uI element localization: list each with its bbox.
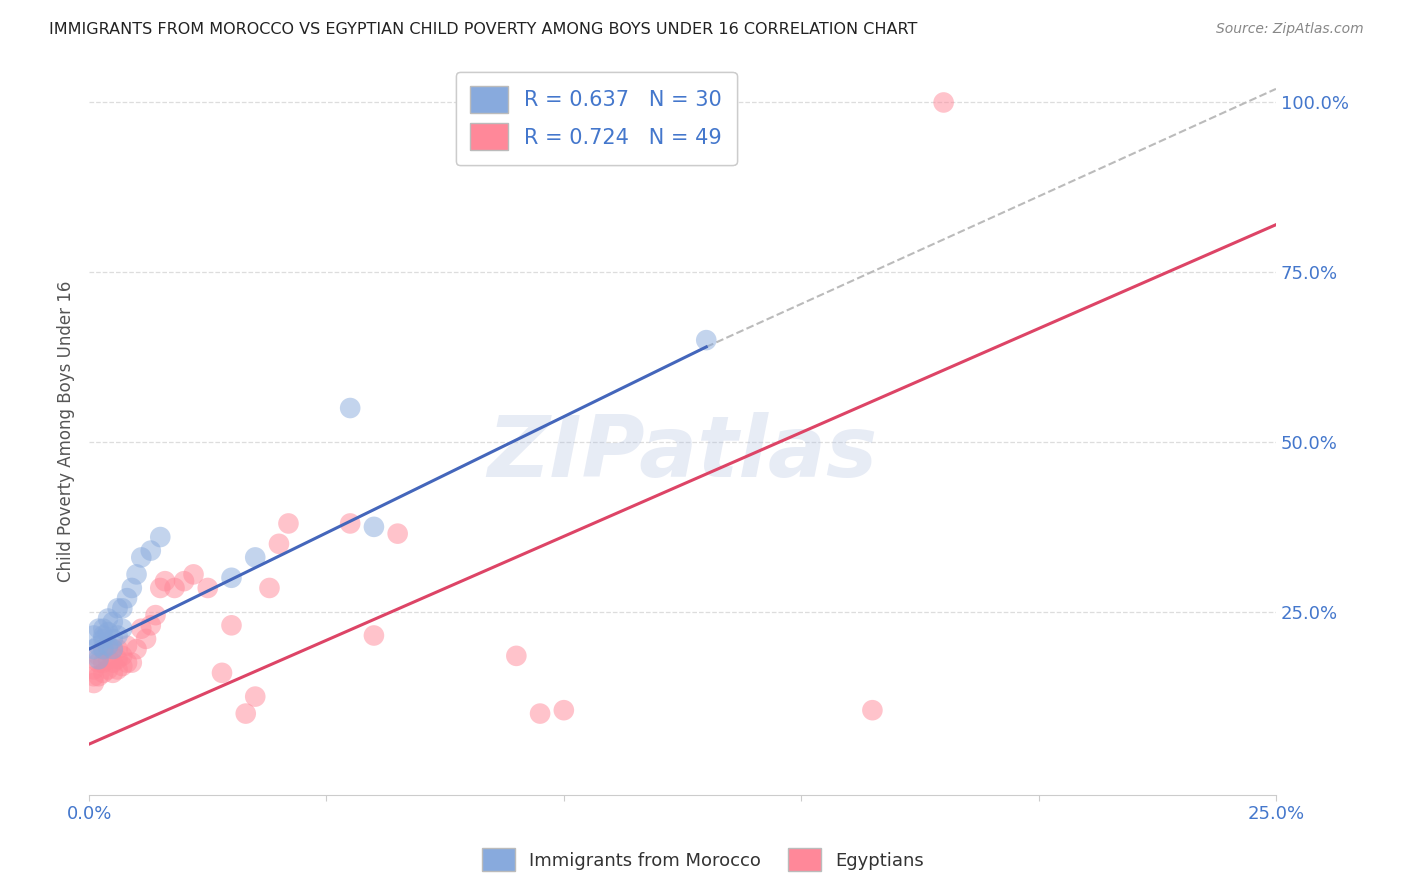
Point — [339, 516, 361, 531]
Point — [163, 581, 186, 595]
Point — [529, 706, 551, 721]
Point — [211, 665, 233, 680]
Point — [83, 642, 105, 657]
Point — [101, 642, 124, 657]
Point — [149, 581, 172, 595]
Point — [101, 615, 124, 629]
Point — [932, 95, 955, 110]
Point — [107, 663, 129, 677]
Text: Source: ZipAtlas.com: Source: ZipAtlas.com — [1216, 22, 1364, 37]
Legend: R = 0.637   N = 30, R = 0.724   N = 49: R = 0.637 N = 30, R = 0.724 N = 49 — [456, 71, 737, 165]
Point — [97, 652, 120, 666]
Point — [97, 642, 120, 657]
Point — [87, 669, 110, 683]
Point — [101, 642, 124, 657]
Point — [107, 652, 129, 666]
Point — [860, 703, 883, 717]
Point — [107, 601, 129, 615]
Point — [97, 611, 120, 625]
Point — [115, 591, 138, 606]
Point — [363, 520, 385, 534]
Point — [115, 639, 138, 653]
Point — [235, 706, 257, 721]
Point — [139, 543, 162, 558]
Point — [505, 648, 527, 663]
Point — [135, 632, 157, 646]
Point — [111, 659, 134, 673]
Point — [153, 574, 176, 589]
Point — [221, 618, 243, 632]
Point — [129, 550, 152, 565]
Point — [101, 632, 124, 646]
Point — [91, 642, 114, 657]
Point — [91, 622, 114, 636]
Point — [87, 656, 110, 670]
Point — [91, 632, 114, 646]
Point — [83, 676, 105, 690]
Point — [259, 581, 281, 595]
Point — [97, 663, 120, 677]
Text: ZIPatlas: ZIPatlas — [488, 412, 877, 495]
Point — [129, 622, 152, 636]
Point — [139, 618, 162, 632]
Y-axis label: Child Poverty Among Boys Under 16: Child Poverty Among Boys Under 16 — [58, 281, 75, 582]
Point — [695, 333, 717, 347]
Point — [221, 571, 243, 585]
Point — [87, 622, 110, 636]
Point — [125, 567, 148, 582]
Point — [553, 703, 575, 717]
Point — [115, 656, 138, 670]
Point — [121, 656, 143, 670]
Point — [101, 656, 124, 670]
Point — [145, 608, 167, 623]
Point — [97, 639, 120, 653]
Point — [83, 663, 105, 677]
Text: IMMIGRANTS FROM MOROCCO VS EGYPTIAN CHILD POVERTY AMONG BOYS UNDER 16 CORRELATIO: IMMIGRANTS FROM MOROCCO VS EGYPTIAN CHIL… — [49, 22, 918, 37]
Point — [83, 628, 105, 642]
Point — [107, 642, 129, 657]
Point — [107, 628, 129, 642]
Point — [183, 567, 205, 582]
Point — [245, 690, 267, 704]
Point — [111, 622, 134, 636]
Legend: Immigrants from Morocco, Egyptians: Immigrants from Morocco, Egyptians — [475, 841, 931, 879]
Point — [339, 401, 361, 415]
Point — [91, 642, 114, 657]
Point — [173, 574, 195, 589]
Point — [83, 669, 105, 683]
Point — [267, 537, 290, 551]
Point — [101, 665, 124, 680]
Point — [363, 628, 385, 642]
Point — [111, 648, 134, 663]
Point — [387, 526, 409, 541]
Point — [91, 665, 114, 680]
Point — [111, 601, 134, 615]
Point — [87, 639, 110, 653]
Point — [87, 652, 110, 666]
Point — [97, 625, 120, 640]
Point — [87, 648, 110, 663]
Point — [245, 550, 267, 565]
Point — [277, 516, 299, 531]
Point — [125, 642, 148, 657]
Point — [197, 581, 219, 595]
Point — [91, 656, 114, 670]
Point — [149, 530, 172, 544]
Point — [121, 581, 143, 595]
Point — [91, 628, 114, 642]
